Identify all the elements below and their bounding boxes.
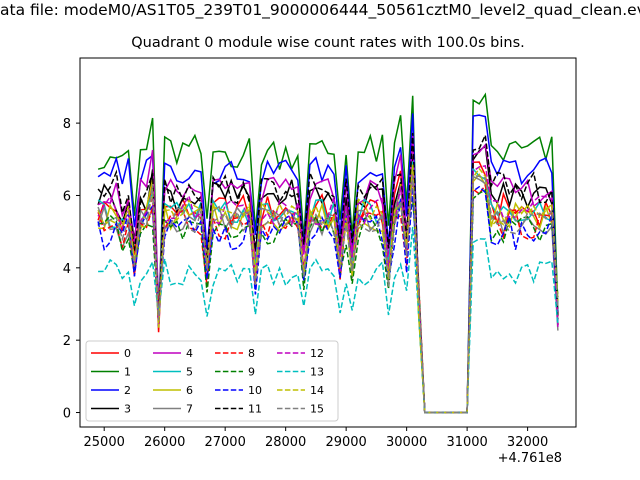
legend-label-9: 9 <box>248 366 255 379</box>
chart-title: Quadrant 0 module wise count rates with … <box>131 35 525 51</box>
y-tick-label: 8 <box>63 117 71 132</box>
y-tick-label: 4 <box>63 262 71 277</box>
y-axis: 0 2 4 6 8 <box>63 117 80 422</box>
series-line-1 <box>97 92 559 414</box>
suptitle-text: Data file: modeM0/AS1T05_239T01_90000064… <box>0 1 640 19</box>
x-tick-label: 31000 <box>446 435 487 450</box>
x-axis: 25000 26000 27000 28000 29000 30000 31000 32000 <box>84 427 548 450</box>
y-tick-label: 0 <box>63 407 71 422</box>
legend-label-15: 15 <box>310 403 324 416</box>
legend-label-6: 6 <box>186 384 193 397</box>
x-axis-offset-label: +4.761e8 <box>497 451 562 466</box>
x-tick-label: 27000 <box>204 435 245 450</box>
legend-label-11: 11 <box>248 403 262 416</box>
series-line-12 <box>97 165 559 414</box>
legend-label-7: 7 <box>186 403 193 416</box>
legend-label-10: 10 <box>248 384 262 397</box>
y-tick-label: 2 <box>63 334 71 349</box>
series-line-13 <box>98 226 559 414</box>
series-line-14 <box>97 164 559 414</box>
x-tick-label: 29000 <box>325 435 366 450</box>
series-line-15 <box>97 174 559 414</box>
legend-label-5: 5 <box>186 366 193 379</box>
legend-label-0: 0 <box>124 347 131 360</box>
legend-label-14: 14 <box>310 384 324 397</box>
legend-box <box>85 340 339 422</box>
x-tick-label: 32000 <box>507 435 548 450</box>
series-line-10 <box>97 185 559 414</box>
legend-label-1: 1 <box>124 366 131 379</box>
x-tick-label: 30000 <box>386 435 427 450</box>
x-tick-label: 25000 <box>84 435 125 450</box>
series-line-2 <box>97 113 559 414</box>
legend-label-3: 3 <box>124 403 131 416</box>
legend-label-13: 13 <box>310 366 324 379</box>
legend-label-8: 8 <box>248 347 255 360</box>
figure-suptitle: Data file: modeM0/AS1T05_239T01_90000064… <box>0 1 640 31</box>
plot-lines <box>97 92 559 414</box>
legend-label-12: 12 <box>310 347 324 360</box>
plot-frame <box>79 57 577 428</box>
series-line-11 <box>97 132 559 414</box>
legend-label-4: 4 <box>186 347 193 360</box>
x-tick-label: 28000 <box>265 435 306 450</box>
x-tick-label: 26000 <box>144 435 185 450</box>
series-line-4 <box>97 135 559 414</box>
legend-label-2: 2 <box>124 384 131 397</box>
y-tick-label: 6 <box>63 189 71 204</box>
